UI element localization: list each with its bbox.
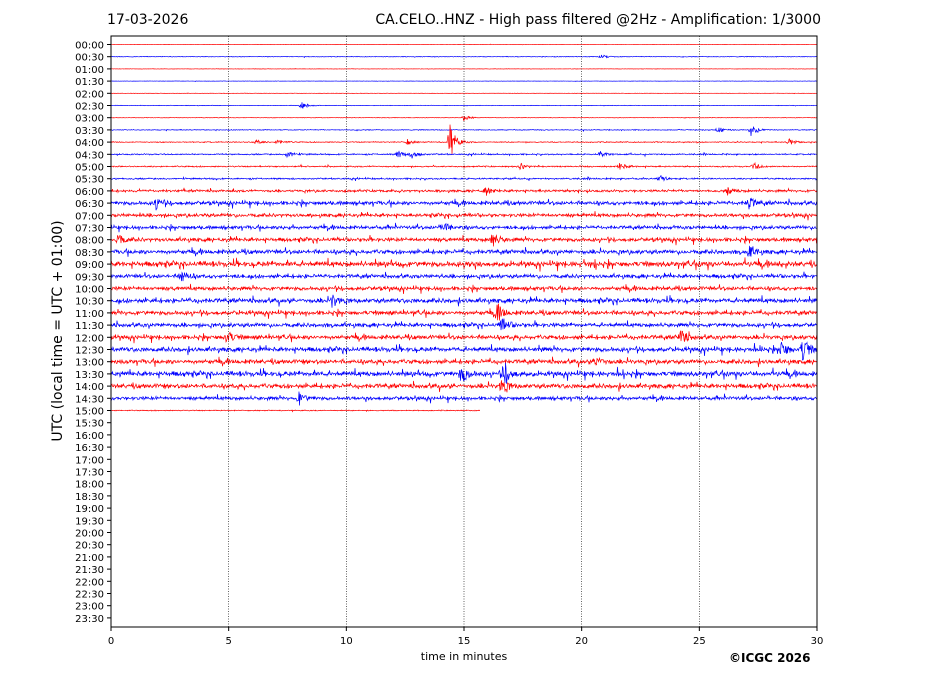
- y-tick-label: 10:00: [75, 285, 104, 296]
- y-tick-label: 06:30: [75, 199, 104, 210]
- y-tick-label: 15:00: [75, 407, 104, 418]
- trace-line: [110, 356, 818, 368]
- y-tick-label: 09:30: [75, 272, 104, 283]
- copyright-notice: ©ICGC 2026: [729, 651, 811, 665]
- vertical-grid: [228, 36, 700, 627]
- y-tick-label: 22:00: [75, 577, 104, 588]
- x-axis-label: time in minutes: [421, 650, 508, 663]
- y-tick-label: 00:00: [75, 41, 104, 52]
- y-tick-label: 16:00: [75, 431, 104, 442]
- y-tick-label: 00:30: [75, 53, 104, 64]
- y-tick-label: 10:30: [75, 297, 104, 308]
- y-tick-label: 17:30: [75, 468, 104, 479]
- x-tick-label: 10: [340, 636, 353, 647]
- y-tick-label: 22:30: [75, 590, 104, 601]
- y-tick-label: 09:00: [75, 260, 104, 271]
- y-tick-label: 07:00: [75, 211, 104, 222]
- y-tick-label: 21:30: [75, 565, 104, 576]
- y-tick-label: 02:30: [75, 102, 104, 113]
- y-tick-label: 04:30: [75, 150, 104, 161]
- trace-line: [110, 102, 818, 109]
- y-tick-label: 05:30: [75, 175, 104, 186]
- trace-line: [110, 150, 818, 159]
- x-tick-label: 5: [225, 636, 231, 647]
- y-tick-label: 15:30: [75, 419, 104, 430]
- y-tick-label: 11:00: [75, 309, 104, 320]
- y-tick-label: 08:30: [75, 248, 104, 259]
- y-tick-label: 13:00: [75, 358, 104, 369]
- trace-line: [110, 92, 818, 95]
- trace-line: [110, 409, 481, 413]
- y-tick-label: 01:30: [75, 77, 104, 88]
- y-tick-label: 12:30: [75, 346, 104, 357]
- trace-line: [110, 126, 818, 137]
- x-tick-label: 0: [108, 636, 114, 647]
- chart-title: CA.CELO..HNZ - High pass filtered @2Hz -…: [375, 12, 821, 28]
- y-tick-label: 04:00: [75, 138, 104, 149]
- x-tick-label: 25: [693, 636, 706, 647]
- x-tick-labels: 0 5 10 15 20 25 30: [108, 627, 824, 647]
- trace-line: [110, 318, 818, 331]
- x-tick-label: 15: [458, 636, 471, 647]
- y-tick-label: 20:00: [75, 529, 104, 540]
- y-tick-label: 17:00: [75, 455, 104, 466]
- y-tick-label: 16:30: [75, 443, 104, 454]
- y-axis-label: UTC (local time = UTC + 01:00): [50, 220, 66, 441]
- trace-line: [110, 341, 818, 361]
- x-tick-label: 20: [575, 636, 588, 647]
- trace-line: [110, 330, 818, 344]
- trace-line: [110, 234, 818, 247]
- y-tick-label: 03:30: [75, 126, 104, 137]
- y-tick-label: 02:00: [75, 89, 104, 100]
- y-tick-label: 13:30: [75, 370, 104, 381]
- y-tick-label: 01:00: [75, 65, 104, 76]
- y-tick-label: 18:00: [75, 480, 104, 491]
- y-tick-label: 23:30: [75, 614, 104, 625]
- x-tick-label: 30: [811, 636, 824, 647]
- y-tick-label: 05:00: [75, 163, 104, 174]
- y-tick-label: 21:00: [75, 553, 104, 564]
- y-tick-label: 11:30: [75, 321, 104, 332]
- trace-line: [110, 271, 818, 282]
- y-tick-label: 14:30: [75, 394, 104, 405]
- y-tick-label: 08:00: [75, 236, 104, 247]
- y-tick-label: 06:00: [75, 187, 104, 198]
- y-tick-label: 19:00: [75, 504, 104, 515]
- y-tick-label: 12:00: [75, 333, 104, 344]
- y-tick-label: 19:30: [75, 516, 104, 527]
- chart-date: 17-03-2026: [107, 12, 189, 28]
- y-tick-label: 03:00: [75, 114, 104, 125]
- y-tick-label: 20:30: [75, 541, 104, 552]
- y-tick-label: 07:30: [75, 224, 104, 235]
- y-tick-label: 18:30: [75, 492, 104, 503]
- trace-line: [110, 362, 818, 384]
- y-tick-label: 14:00: [75, 382, 104, 393]
- y-tick-label: 23:00: [75, 602, 104, 613]
- trace-line: [110, 115, 818, 122]
